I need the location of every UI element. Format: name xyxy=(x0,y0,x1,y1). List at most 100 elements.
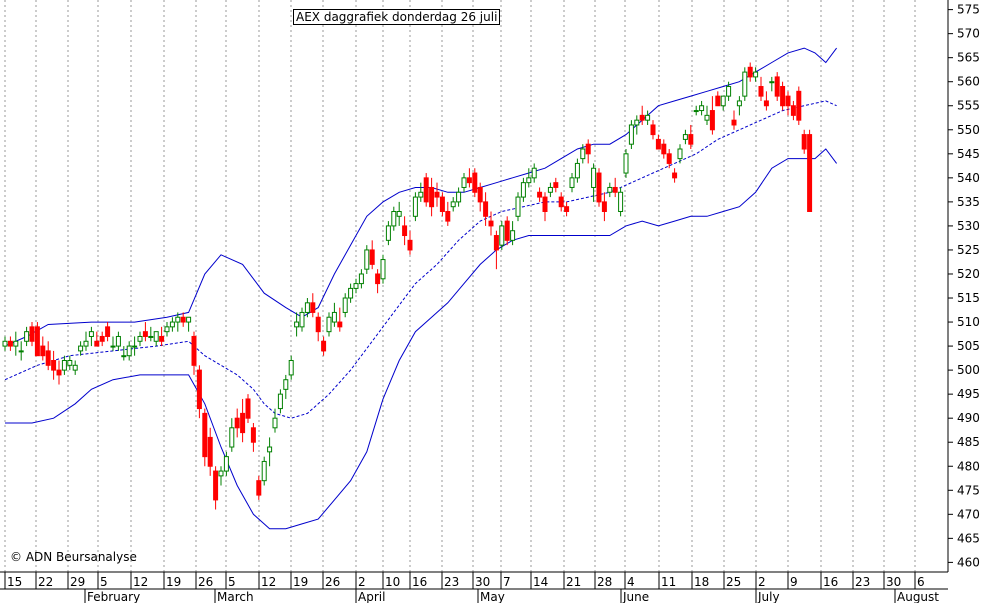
candle xyxy=(369,240,375,270)
candle-body xyxy=(110,345,116,348)
candle-body xyxy=(510,230,516,241)
candle-body xyxy=(807,134,813,212)
candle xyxy=(693,105,699,116)
candle-body xyxy=(331,311,337,323)
candle-body xyxy=(402,225,408,237)
candle xyxy=(61,355,67,375)
candle xyxy=(234,408,240,438)
candle-body xyxy=(564,206,570,212)
candle xyxy=(456,187,462,207)
candle-body xyxy=(747,66,753,78)
candle xyxy=(439,192,445,217)
candle xyxy=(515,192,521,222)
candle-body xyxy=(159,335,165,342)
candle-body xyxy=(78,345,84,352)
candle xyxy=(742,67,748,101)
candle xyxy=(639,105,645,125)
candle xyxy=(429,177,435,217)
candle xyxy=(294,312,300,337)
candle xyxy=(78,341,84,356)
candle xyxy=(283,374,289,399)
candle xyxy=(493,230,499,270)
candle-body xyxy=(61,360,67,371)
candle xyxy=(256,475,262,500)
candle-body xyxy=(364,249,370,270)
candle-body xyxy=(288,360,294,376)
candle xyxy=(272,408,278,433)
x-tick-label: 16 xyxy=(412,575,427,589)
candle-body xyxy=(580,148,586,160)
candle-body xyxy=(456,191,462,203)
candle xyxy=(591,163,597,202)
x-tick-label: 7 xyxy=(503,575,511,589)
candle xyxy=(24,326,30,347)
candle xyxy=(753,67,759,82)
candle xyxy=(699,100,705,116)
candle xyxy=(250,422,256,452)
candle-body xyxy=(105,326,111,337)
candle-body xyxy=(56,369,62,376)
month-label: August xyxy=(897,590,939,603)
candle-body xyxy=(72,364,78,371)
candle xyxy=(342,293,348,318)
candle-body xyxy=(191,335,197,366)
candle-body xyxy=(218,470,224,477)
candle-body xyxy=(13,340,19,347)
candle-body xyxy=(412,196,418,217)
candle-body xyxy=(24,331,30,342)
grid-layer xyxy=(4,0,916,572)
candle-body xyxy=(499,225,505,246)
candle xyxy=(466,168,472,188)
candle xyxy=(715,91,721,107)
candle xyxy=(569,173,575,193)
candle xyxy=(461,173,467,193)
y-tick-label: 545 xyxy=(957,147,980,161)
candle xyxy=(164,322,170,337)
y-tick-label: 540 xyxy=(957,171,980,185)
candle-body xyxy=(801,134,807,150)
x-tick-label: 9 xyxy=(790,575,798,589)
candle-body xyxy=(132,345,138,348)
candle-body xyxy=(153,331,159,342)
candle xyxy=(612,177,618,198)
candle-body xyxy=(88,331,94,337)
candle-body xyxy=(726,86,732,97)
candle-body xyxy=(261,460,267,482)
candle xyxy=(655,134,661,150)
candle-body xyxy=(591,167,597,188)
candle xyxy=(321,336,327,356)
candle-body xyxy=(612,186,618,193)
y-tick-label: 490 xyxy=(957,411,980,425)
candle xyxy=(661,139,667,159)
candle-body xyxy=(358,273,364,285)
month-label: July xyxy=(757,590,780,603)
month-label: March xyxy=(217,590,254,603)
candle-body xyxy=(639,114,645,121)
candle-body xyxy=(758,86,764,97)
candle xyxy=(56,360,62,385)
y-tick-label: 480 xyxy=(957,459,980,473)
candle-body xyxy=(607,186,613,193)
candle xyxy=(353,278,359,294)
y-tick-label: 465 xyxy=(957,531,980,545)
candle xyxy=(148,326,154,342)
candle xyxy=(499,221,505,250)
y-tick-label: 570 xyxy=(957,27,980,41)
candle-body xyxy=(175,316,181,323)
candle xyxy=(218,466,224,486)
x-tick-label: 30 xyxy=(475,575,490,589)
candle xyxy=(682,129,688,145)
candle-body xyxy=(267,446,273,453)
candle-body xyxy=(537,191,543,198)
candle-body xyxy=(342,297,348,313)
candle xyxy=(391,206,397,231)
x-tick-label: 16 xyxy=(823,575,838,589)
y-tick-label: 565 xyxy=(957,51,980,65)
y-tick-label: 535 xyxy=(957,195,980,209)
candle-body xyxy=(369,249,375,265)
candle-body xyxy=(348,287,354,299)
candle-body xyxy=(353,283,359,289)
candle-body xyxy=(277,393,283,410)
y-tick-label: 495 xyxy=(957,387,980,401)
candle xyxy=(483,192,489,226)
